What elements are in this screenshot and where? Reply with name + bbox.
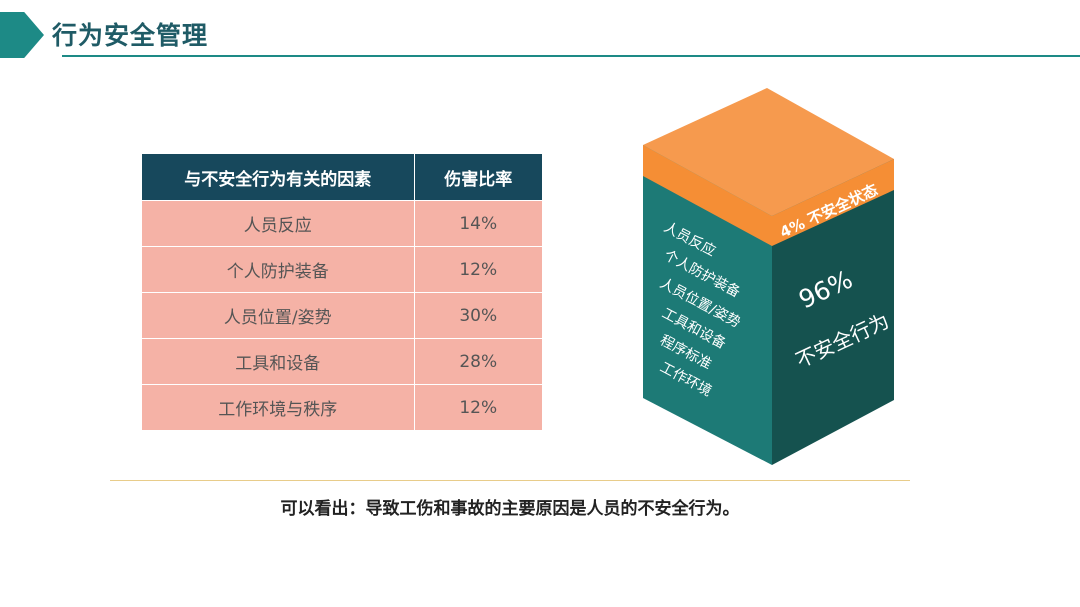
rate-cell: 12% (414, 246, 542, 293)
factor-cell: 工作环境与秩序 (142, 384, 415, 430)
title-accent-block (0, 12, 44, 58)
conclusion-text: 可以看出：导致工伤和事故的主要原因是人员的不安全行为。 (280, 499, 740, 519)
divider-line (110, 480, 910, 481)
factor-cell: 个人防护装备 (142, 246, 415, 293)
rate-cell: 28% (414, 338, 542, 385)
cube-right-face (772, 159, 894, 465)
cube-left-band (643, 145, 772, 246)
page-title: 行为安全管理 (52, 21, 209, 50)
rate-cell: 14% (414, 200, 542, 247)
table-row: 人员位置/姿势 30% (142, 292, 542, 339)
cube-right-band (772, 159, 894, 246)
safety-cube: 4% 不安全状态 人员反应 个人防护装备 人员位置/姿势 工具和设备 程序标准 … (643, 88, 894, 465)
table-header-row: 与不安全行为有关的因素 伤害比率 (142, 154, 542, 201)
table-row: 人员反应 14% (142, 200, 542, 247)
title-underline (62, 55, 1080, 57)
rate-cell: 12% (414, 384, 542, 430)
factor-cell: 人员位置/姿势 (142, 292, 415, 339)
header-rate: 伤害比率 (414, 154, 542, 201)
table-row: 工作环境与秩序 12% (142, 384, 542, 430)
rate-cell: 30% (414, 292, 542, 339)
factor-cell: 工具和设备 (142, 338, 415, 385)
factor-cell: 人员反应 (142, 200, 415, 247)
table-row: 个人防护装备 12% (142, 246, 542, 293)
cube-top-face (643, 88, 894, 216)
factors-table: 与不安全行为有关的因素 伤害比率 人员反应 14% 个人防护装备 12% 人员位… (142, 154, 542, 430)
header-factor: 与不安全行为有关的因素 (142, 154, 415, 201)
table-row: 工具和设备 28% (142, 338, 542, 385)
